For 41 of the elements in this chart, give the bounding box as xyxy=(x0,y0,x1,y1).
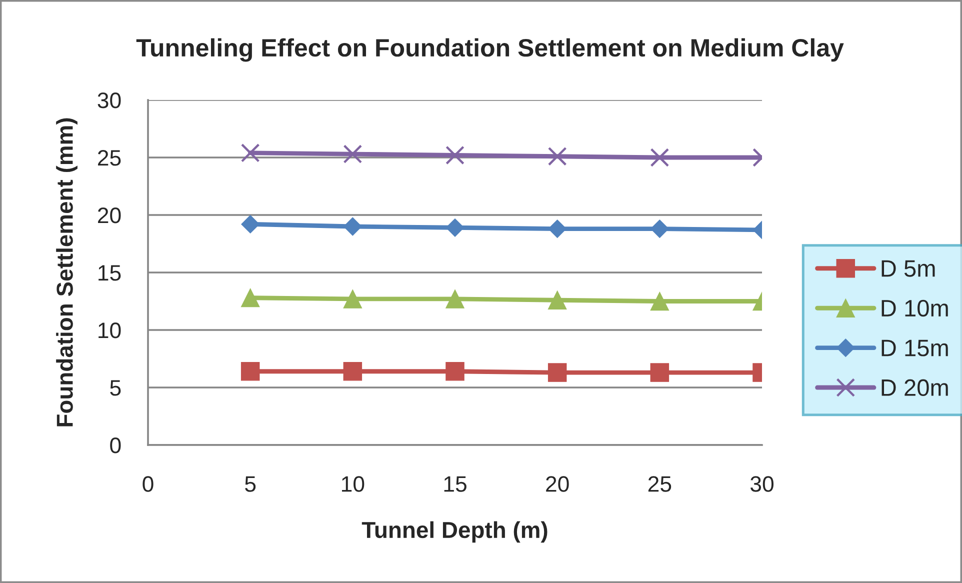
y-tick-label: 0 xyxy=(110,438,121,454)
point xyxy=(240,143,260,162)
x-tick-label: 5 xyxy=(245,476,256,492)
point xyxy=(548,146,567,166)
y-tick-label: 15 xyxy=(98,265,121,281)
point xyxy=(446,362,464,381)
legend-label: D 20m xyxy=(882,379,948,396)
point xyxy=(241,215,260,234)
x-tick-label: 30 xyxy=(750,476,774,492)
chart-title: Tunneling Effect on Foundation Settlement on Medium Clay xyxy=(136,38,844,62)
legend-label: D 10m xyxy=(882,300,948,317)
legend-label: D 15m xyxy=(882,340,948,356)
point xyxy=(446,218,464,237)
y-tick-label: 25 xyxy=(98,150,121,166)
point xyxy=(446,146,464,165)
y-tick-label: 20 xyxy=(98,208,121,224)
legend-label: D 5m xyxy=(882,260,935,277)
point xyxy=(240,288,260,308)
point xyxy=(240,362,260,381)
point xyxy=(548,290,567,310)
x-tick-label: 20 xyxy=(546,476,569,492)
point xyxy=(548,363,567,382)
y-tick-label: 30 xyxy=(98,92,121,108)
x-tick-label: 15 xyxy=(444,476,466,492)
point xyxy=(446,290,464,308)
point xyxy=(650,148,670,167)
x-tick-label: 0 xyxy=(142,476,154,492)
y-tick-label: 5 xyxy=(110,380,121,396)
point xyxy=(650,220,669,238)
point xyxy=(343,217,362,236)
point xyxy=(343,362,362,381)
x-tick-label: 25 xyxy=(648,476,672,492)
y-tick-label: 10 xyxy=(98,322,121,338)
point xyxy=(650,292,670,311)
point xyxy=(650,363,670,382)
x-axis-title: Tunnel Depth (m) xyxy=(362,521,548,543)
x-tick-label: 10 xyxy=(342,476,364,492)
point xyxy=(343,144,362,164)
point xyxy=(343,290,362,308)
y-axis-title: Foundation Settlement (mm) xyxy=(56,118,78,426)
point xyxy=(548,220,567,238)
